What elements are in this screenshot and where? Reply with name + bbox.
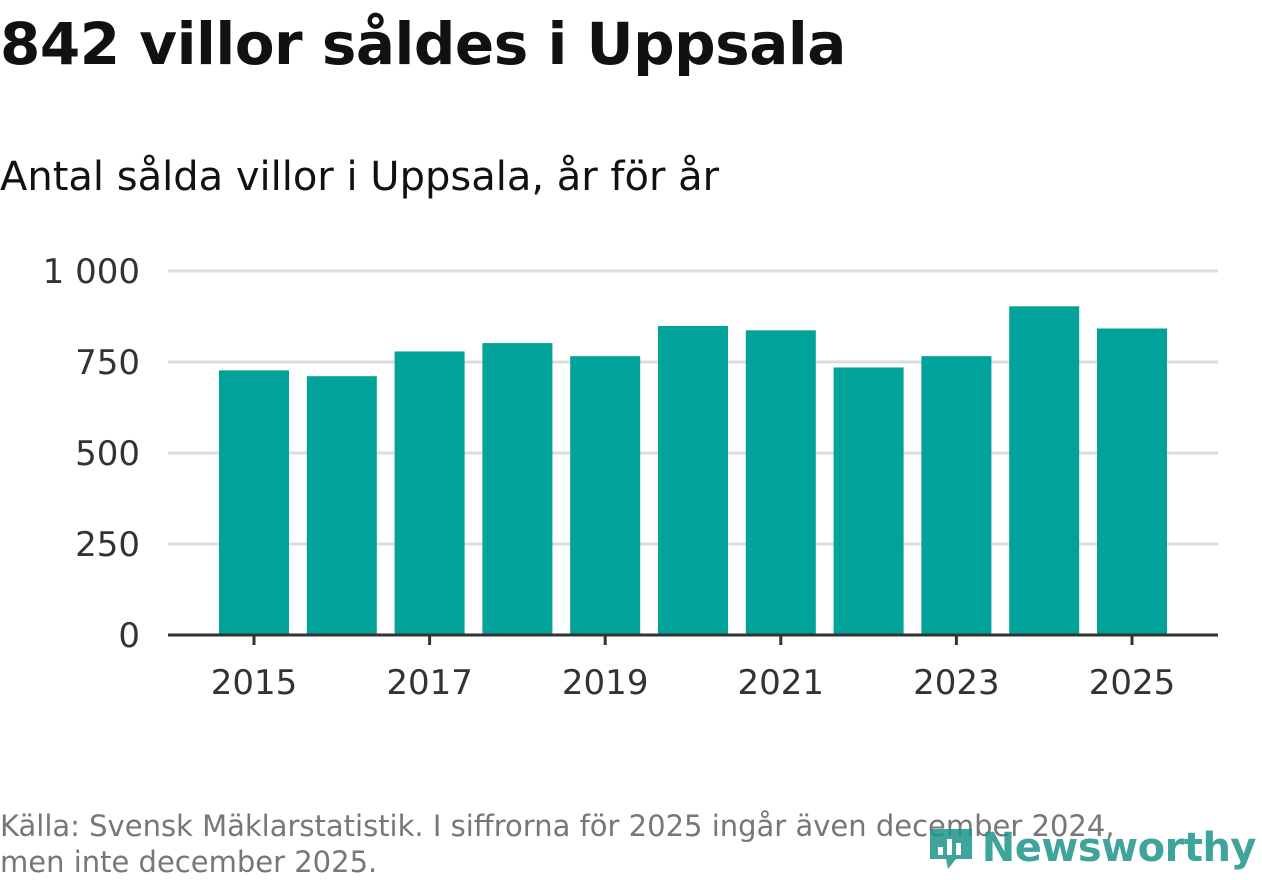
- x-tick-label: 2015: [211, 663, 298, 703]
- page-title: 842 villor såldes i Uppsala: [0, 10, 846, 78]
- bar-2016: [306, 376, 377, 635]
- x-tick-label: 2017: [386, 663, 473, 703]
- bars: [219, 306, 1167, 635]
- bar-2017: [394, 351, 465, 635]
- chart-subtitle: Antal sålda villor i Uppsala, år för år: [0, 154, 720, 200]
- bar-2022: [833, 367, 904, 635]
- y-tick-label: 250: [75, 525, 140, 565]
- bar-2019: [570, 356, 641, 635]
- newsworthy-brand[interactable]: Newsworthy: [926, 825, 1257, 871]
- bar-2024: [1009, 306, 1080, 635]
- y-tick-label: 0: [118, 616, 140, 656]
- x-axis: [168, 633, 1218, 645]
- x-tick-label: 2023: [913, 663, 1000, 703]
- x-tick-label: 2025: [1089, 663, 1176, 703]
- x-axis-tick-labels: 2015 2017 2019 2021 2023 2025: [211, 663, 1176, 703]
- bar-2021: [745, 330, 816, 635]
- bar-2025: [1097, 328, 1167, 635]
- source-note: Källa: Svensk Mäklarstatistik. I siffror…: [0, 808, 1200, 880]
- source-note-line-2: men inte december 2025.: [0, 845, 378, 879]
- y-tick-label: 750: [75, 343, 140, 383]
- bar-chart: 0 250 500 750 1 000 2015 2017 2019 2021 2023 2025: [43, 252, 1218, 703]
- source-note-line-1: Källa: Svensk Mäklarstatistik. I siffror…: [0, 809, 1115, 843]
- bar-2023: [921, 356, 992, 635]
- x-tick-label: 2019: [562, 663, 649, 703]
- bar-2020: [658, 325, 728, 635]
- newsworthy-logo-icon: [929, 829, 972, 869]
- y-axis-tick-labels: 0 250 500 750 1 000: [43, 252, 140, 656]
- bar-2018: [482, 343, 553, 635]
- x-tick-label: 2021: [738, 663, 825, 703]
- brand-name: Newsworthy: [981, 825, 1257, 871]
- y-tick-label: 1 000: [43, 252, 140, 292]
- bar-2015: [219, 370, 289, 635]
- y-tick-label: 500: [75, 434, 140, 474]
